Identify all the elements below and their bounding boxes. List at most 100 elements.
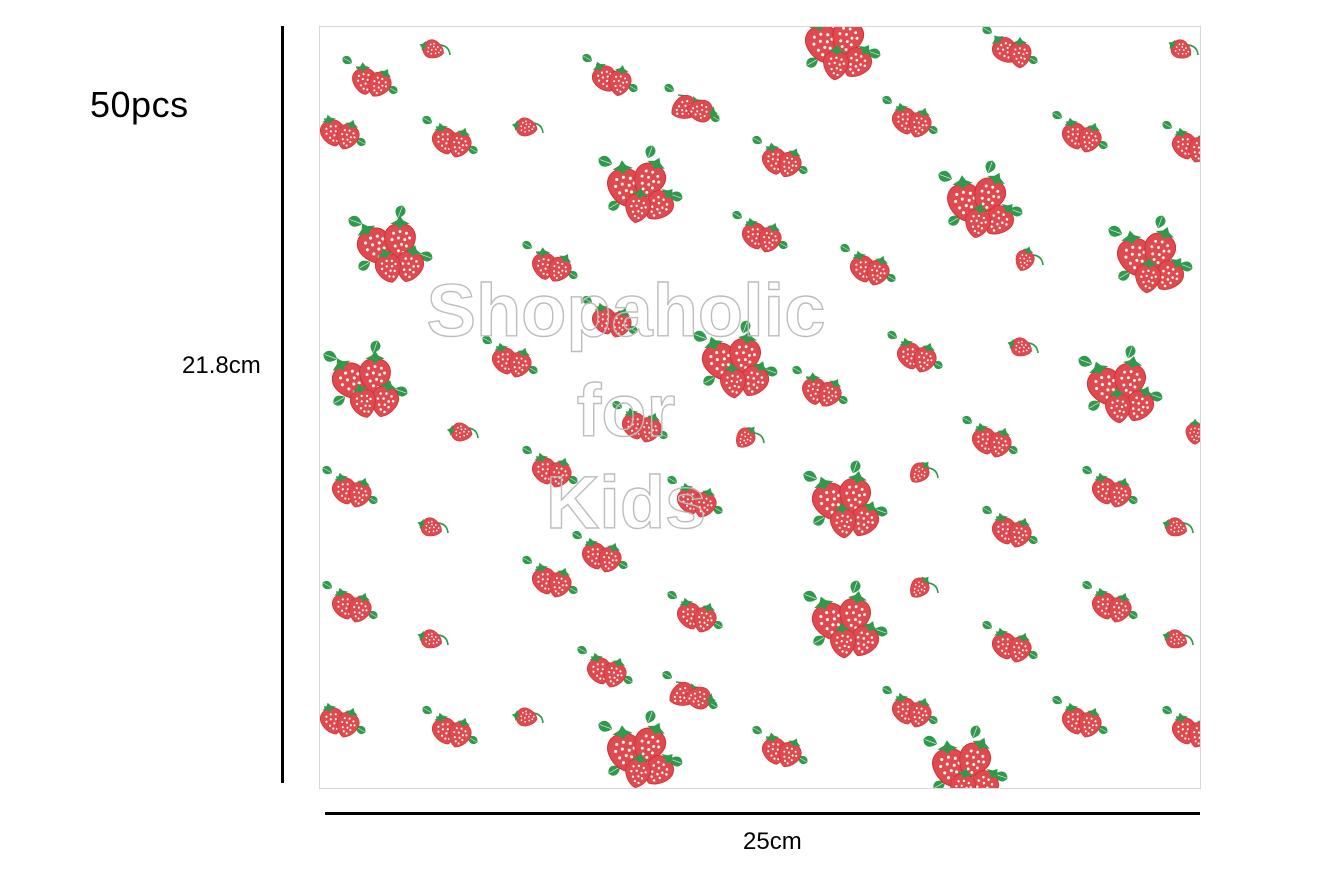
leaf-icon: [1108, 225, 1122, 237]
strawberry-pattern-image: [320, 27, 1200, 788]
strawberry-cluster: [342, 55, 398, 97]
leaf-icon: [468, 735, 478, 745]
strawberry-cluster: [522, 240, 578, 282]
strawberry-cluster: [982, 620, 1038, 663]
strawberry-icon: [1108, 477, 1132, 508]
strawberry-icon: [1135, 257, 1161, 294]
strawberry-icon: [371, 380, 400, 418]
strawberry-cluster: [1082, 465, 1138, 508]
strawberry-icon: [693, 487, 717, 518]
strawberry-icon: [910, 461, 930, 483]
strawberry-icon: [508, 347, 532, 378]
strawberry-icon: [1162, 629, 1187, 649]
strawberry-cluster: [803, 580, 888, 659]
strawberry-cluster: [1052, 110, 1108, 153]
leaf-icon: [887, 330, 897, 340]
leaf-icon: [703, 375, 715, 386]
strawberry-cluster: [320, 694, 366, 738]
leaf-icon: [693, 330, 707, 342]
leaf-icon: [933, 780, 945, 788]
strawberry-cluster: [582, 295, 638, 338]
leaf-icon: [740, 320, 751, 333]
leaf-icon: [598, 720, 612, 732]
strawberry-cluster: [667, 475, 723, 518]
leaf-icon: [1082, 465, 1092, 475]
strawberry-cluster: [736, 426, 765, 448]
strawberry-cluster: [323, 340, 408, 418]
strawberry-cluster: [805, 27, 881, 81]
strawberry-icon: [446, 422, 473, 442]
strawberry-icon: [988, 427, 1012, 458]
leaf-icon: [356, 137, 366, 147]
leaf-icon: [468, 145, 478, 155]
strawberry-icon: [1105, 387, 1131, 424]
leaf-icon: [882, 95, 892, 105]
strawberry-cluster: [511, 707, 544, 727]
strawberry-cluster: [572, 530, 628, 573]
strawberry-icon: [1078, 122, 1102, 153]
strawberry-icon: [985, 203, 1015, 235]
width-label: 25cm: [743, 828, 802, 855]
leaf-icon: [395, 205, 406, 218]
leaf-icon: [1028, 55, 1038, 65]
leaf-icon: [522, 240, 532, 250]
leaf-icon: [342, 55, 352, 65]
leaf-icon: [320, 694, 322, 706]
leaf-icon: [368, 610, 378, 620]
leaf-icon: [662, 670, 672, 680]
strawberry-icon: [913, 342, 937, 373]
leaf-icon: [333, 395, 345, 406]
leaf-icon: [598, 155, 612, 167]
leaf-icon: [850, 460, 861, 473]
leaf-icon: [658, 430, 668, 440]
strawberry-icon: [965, 203, 991, 239]
strawberry-icon: [634, 722, 667, 763]
leaf-icon: [850, 580, 861, 593]
strawberry-cluster: [1078, 345, 1163, 424]
strawberry-icon: [686, 99, 718, 123]
strawberry-cluster: [577, 645, 633, 688]
strawberry-cluster: [320, 114, 366, 150]
strawberry-icon: [778, 148, 802, 177]
strawberry-cluster: [938, 160, 1023, 239]
strawberry-cluster: [322, 580, 378, 623]
leaf-icon: [618, 560, 628, 570]
leaf-icon: [1078, 355, 1092, 367]
strawberry-icon: [684, 686, 716, 710]
leaf-icon: [765, 366, 778, 377]
strawberry-icon: [548, 567, 572, 598]
strawberry-icon: [1007, 337, 1032, 357]
leaf-icon: [368, 495, 378, 505]
strawberry-cluster: [598, 145, 683, 224]
leaf-icon: [1128, 495, 1138, 505]
leaf-icon: [322, 465, 332, 475]
leaf-icon: [322, 580, 332, 590]
strawberry-icon: [419, 39, 444, 59]
strawberry-icon: [843, 44, 873, 77]
strawberry-cluster: [1007, 337, 1039, 357]
leaf-icon: [970, 725, 981, 738]
strawberry-cluster: [982, 27, 1038, 69]
strawberry-cluster: [322, 465, 378, 508]
leaf-icon: [778, 240, 788, 250]
strawberry-cluster: [882, 95, 938, 138]
strawberry-pattern-sheet: [319, 26, 1201, 789]
leaf-icon: [1052, 110, 1062, 120]
strawberry-cluster: [511, 117, 544, 137]
leaf-icon: [803, 470, 817, 482]
leaf-icon: [752, 725, 762, 735]
strawberry-icon: [778, 738, 802, 767]
strawberry-icon: [1078, 707, 1102, 738]
strawberry-icon: [374, 248, 401, 283]
strawberry-cluster: [1162, 705, 1200, 748]
strawberry-icon: [1185, 418, 1200, 445]
leaf-icon: [582, 295, 592, 305]
leaf-icon: [482, 335, 492, 345]
strawberry-icon: [1108, 592, 1132, 623]
strawberry-icon: [741, 361, 770, 397]
strawberry-cluster: [693, 320, 778, 399]
strawberry-cluster: [522, 445, 578, 488]
strawberry-cluster: [446, 422, 479, 442]
leaf-icon: [645, 145, 656, 158]
strawberry-icon: [729, 330, 761, 374]
